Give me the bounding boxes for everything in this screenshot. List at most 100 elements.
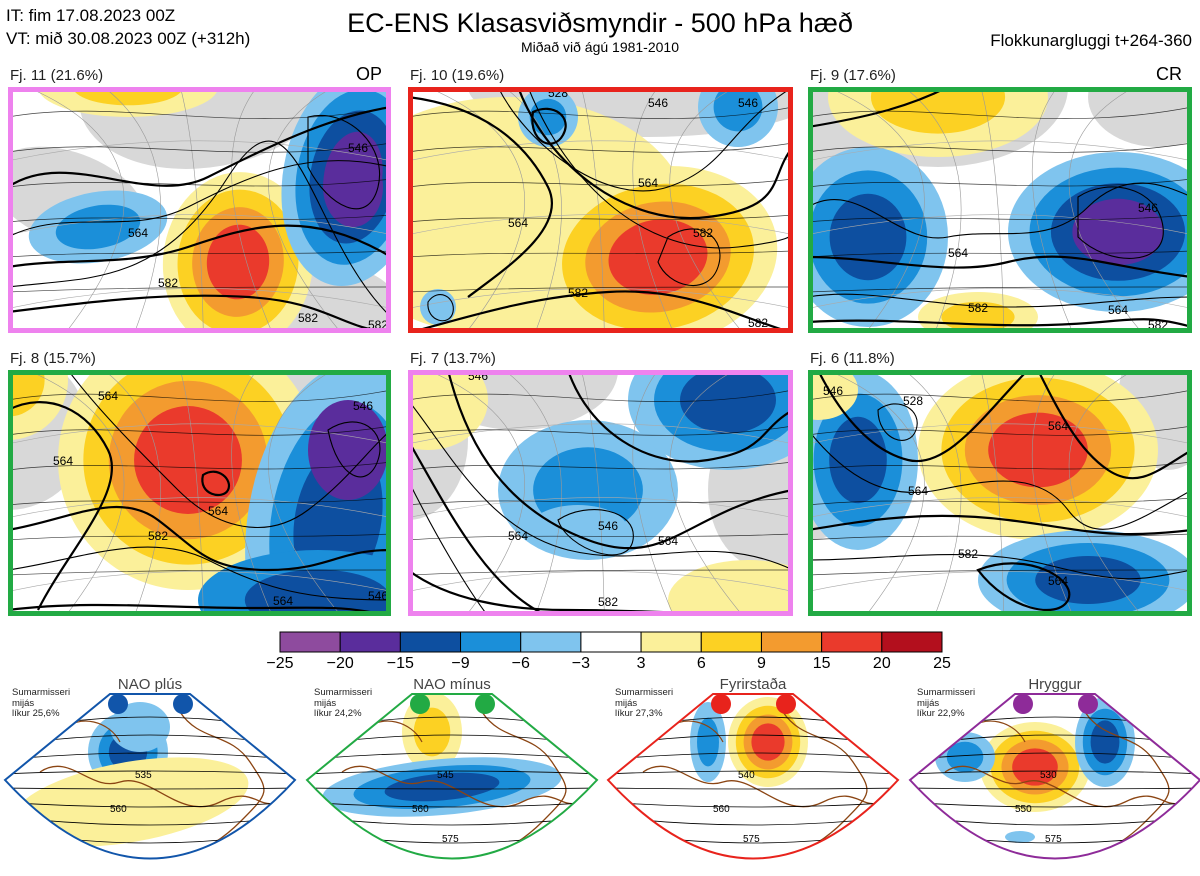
colorbar-tick: 25 <box>933 655 951 672</box>
colorbar-swatch <box>881 631 943 653</box>
contour-label: 582 <box>598 595 618 609</box>
regime-contour-label: 545 <box>437 770 454 781</box>
regime-svg: 535 560 <box>3 693 297 860</box>
regime-contour <box>608 787 898 790</box>
height-contour <box>557 509 634 556</box>
negative-anomaly <box>829 193 907 281</box>
positive-anomaly <box>1012 748 1058 786</box>
page-title: EC-ENS Klasasviðsmyndir - 500 hPa hæð <box>347 8 853 38</box>
colorbar-tick: 15 <box>812 655 831 672</box>
height-contour <box>8 603 391 616</box>
header-left: IT: fim 17.08.2023 00Z VT: mið 30.08.202… <box>6 4 250 50</box>
height-contour-thin <box>808 250 1192 258</box>
height-contour-thin <box>8 425 391 436</box>
height-contour-thin <box>8 497 391 506</box>
graticule-line <box>504 370 562 616</box>
regime-contour-label: 550 <box>1015 804 1032 815</box>
height-contour <box>327 421 381 478</box>
height-contour-thin <box>8 461 391 471</box>
height-contour-thin <box>8 569 391 576</box>
negative-anomaly <box>1090 720 1120 764</box>
height-contour <box>408 479 489 616</box>
graticule-line <box>1068 370 1143 616</box>
regime-info: Sumarmisseri mijás líkur 22,9% <box>917 687 976 719</box>
height-contour <box>307 114 381 210</box>
valid-time: VT: mið 30.08.2023 00Z (+312h) <box>6 29 251 48</box>
height-contour-thin <box>408 461 793 471</box>
graticule-line <box>8 140 391 162</box>
graticule-line <box>408 288 793 309</box>
contour-label: 546 <box>648 96 668 110</box>
regime-contour-label: 530 <box>1040 770 1057 781</box>
contour-label: 564 <box>1048 574 1068 588</box>
colorbar-tick: 20 <box>872 655 891 672</box>
positive-anomaly <box>206 224 270 300</box>
graticule-line <box>8 288 391 309</box>
colorbar-swatch <box>700 631 762 653</box>
regime-contour <box>307 787 597 790</box>
contour-label: 528 <box>903 394 923 408</box>
regime-contour <box>5 787 295 790</box>
regime-dot <box>173 694 193 714</box>
contour-label: 564 <box>208 504 228 518</box>
height-contour <box>408 399 793 571</box>
landmass <box>488 370 568 420</box>
regime-contour <box>307 801 597 808</box>
height-contour-thin <box>408 106 793 119</box>
negative-anomaly <box>323 147 383 227</box>
regime-contour-label: 540 <box>738 770 755 781</box>
graticule-line <box>669 370 744 616</box>
negative-anomaly <box>1072 198 1164 266</box>
panel-label: Fj. 11 (21.6%) <box>10 67 104 84</box>
height-contour-thin <box>408 533 793 541</box>
panel-svg: 546 528 564 564 582 564 <box>808 370 1192 616</box>
regime-contour-label: 575 <box>743 834 760 845</box>
height-contour <box>808 429 1192 530</box>
height-contour <box>817 370 1029 463</box>
colorbar-swatch <box>339 631 401 653</box>
contour-label: 546 <box>823 384 843 398</box>
contour-label: 564 <box>1108 303 1128 317</box>
contour-label: 582 <box>693 226 713 240</box>
height-contour-thin <box>808 142 1192 153</box>
height-contour-thin <box>408 497 793 506</box>
regime-outline <box>908 693 1200 860</box>
positive-anomaly <box>870 87 1006 134</box>
regime-contour-label: 560 <box>713 804 730 815</box>
regime-contour <box>5 752 295 761</box>
height-contour <box>408 95 554 298</box>
graticule-line <box>180 370 204 616</box>
cluster-map-8: 546 564 564 582 564 546 564 <box>8 370 391 616</box>
panel-border <box>808 370 1192 616</box>
contour-label: 564 <box>508 529 528 543</box>
height-contour-thin <box>8 106 391 119</box>
height-contour-thin <box>408 286 793 293</box>
height-contour <box>497 87 793 192</box>
graticule-line <box>980 370 1005 616</box>
regime-contour <box>5 770 295 775</box>
graticule-line <box>408 497 793 518</box>
panel-tag: CR <box>1156 64 1182 84</box>
colorbar-swatch <box>580 631 642 653</box>
regime-contour-label: 575 <box>442 834 459 845</box>
regime-map: 540 560 575 <box>603 672 903 871</box>
height-contour <box>566 370 793 463</box>
height-contour-thin <box>8 142 391 153</box>
regime-contour <box>910 770 1200 775</box>
contour-label: 564 <box>98 389 118 403</box>
regime-contour-label: 575 <box>1045 834 1062 845</box>
graticule-line <box>580 370 605 616</box>
cluster-map-9: 546 564 582 564 582 <box>808 87 1192 333</box>
regime-contour-label: 535 <box>135 770 152 781</box>
regime-dot <box>776 694 796 714</box>
contour-label: 564 <box>128 226 148 240</box>
contour-label: 546 <box>368 589 388 603</box>
height-contour <box>808 87 949 129</box>
contour-label: 564 <box>638 176 658 190</box>
height-contour-thin <box>408 389 793 402</box>
graticule-line <box>8 571 391 592</box>
classification-window: Flokkunargluggi t+264-360 <box>990 31 1192 50</box>
panel-svg: 546 564 564 582 564 546 564 <box>8 370 391 616</box>
